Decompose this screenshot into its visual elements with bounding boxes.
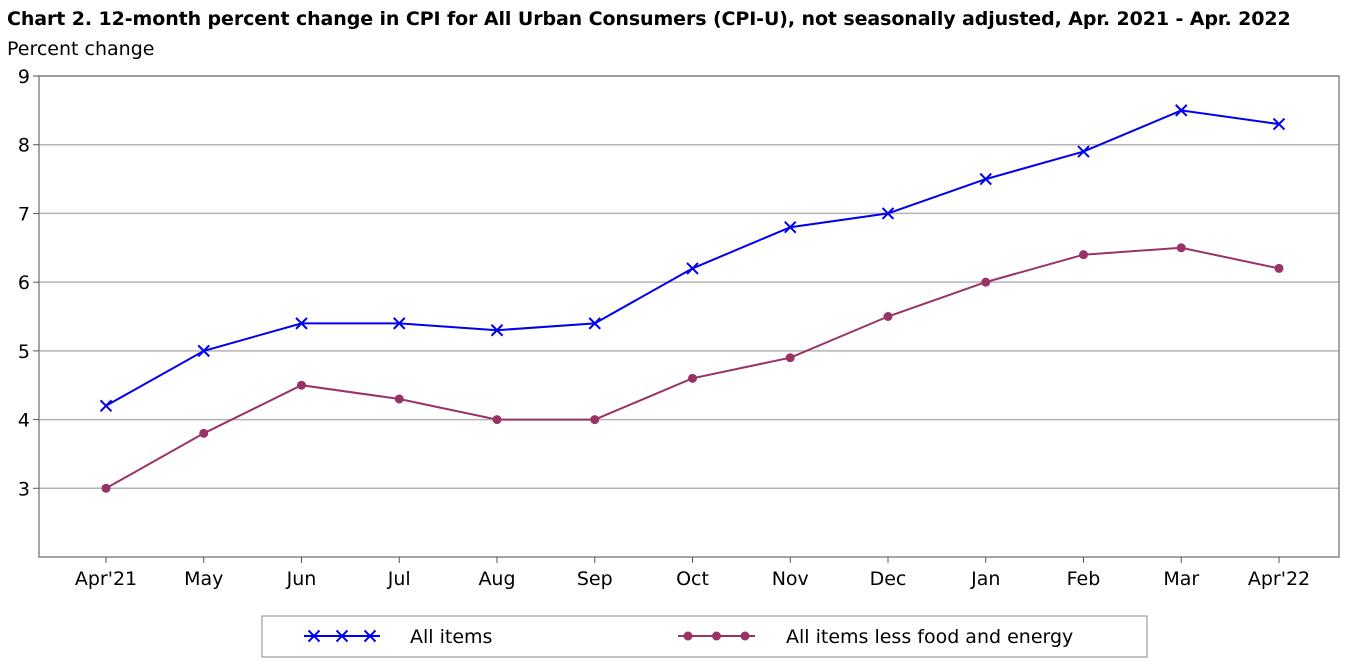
x-tick-label: Jul <box>387 568 411 590</box>
data-point <box>1077 145 1090 158</box>
legend-label: All items <box>410 626 492 648</box>
plot-area-border <box>38 75 1340 558</box>
data-point <box>688 373 697 383</box>
data-point <box>297 380 306 390</box>
x-tick-label: Nov <box>772 568 809 590</box>
data-point <box>197 344 210 358</box>
x-tick-label: Feb <box>1067 568 1101 590</box>
x-tick-label: Dec <box>870 568 907 590</box>
data-point <box>785 353 795 363</box>
legend-item-1: All items <box>304 626 492 648</box>
legend-marker <box>363 629 377 643</box>
data-point <box>981 277 991 287</box>
x-tick-label: Mar <box>1163 568 1199 590</box>
data-point <box>1274 263 1284 273</box>
data-point <box>979 172 992 186</box>
series-1 <box>99 104 1286 413</box>
data-point <box>394 394 404 404</box>
legend-marker <box>683 631 693 641</box>
series-line <box>105 109 1280 407</box>
legend-marker <box>335 629 349 643</box>
legend-marker <box>307 629 321 643</box>
x-axis-ticks: Apr'21 May Jun Jul Aug Sep Oct Nov Dec Jan Feb Mar A… <box>75 557 1310 590</box>
data-point <box>1272 117 1286 131</box>
data-point <box>881 207 895 220</box>
x-tick-label: Oct <box>676 568 709 590</box>
data-point <box>590 415 600 425</box>
y-tick-label: 4 <box>18 410 30 432</box>
x-tick-label: Jan <box>970 568 1000 590</box>
y-tick-label: 5 <box>18 341 30 363</box>
x-tick-label: Apr'22 <box>1248 568 1310 590</box>
y-axis-label: Percent change <box>7 38 155 60</box>
x-tick-label: May <box>184 568 223 590</box>
y-tick-label: 6 <box>18 272 30 294</box>
data-point <box>393 317 406 330</box>
data-point <box>1079 250 1088 260</box>
series-layer <box>99 104 1286 493</box>
legend: All items All items less food and energy <box>261 615 1148 658</box>
data-point <box>1176 243 1186 253</box>
y-tick-label: 8 <box>18 135 30 157</box>
y-tick-label: 3 <box>18 478 30 500</box>
data-point <box>883 312 893 321</box>
legend-label: All items less food and energy <box>786 626 1073 648</box>
y-axis-ticks: 3 4 5 6 7 8 9 <box>18 66 39 500</box>
legend-marker <box>712 631 721 641</box>
data-point <box>686 262 699 275</box>
x-tick-label: Sep <box>577 568 613 590</box>
gridlines <box>39 75 1339 490</box>
y-tick-label: 9 <box>18 66 30 88</box>
data-point <box>490 324 504 337</box>
data-point <box>199 428 209 438</box>
series-2 <box>101 243 1284 493</box>
legend-item-2: All items less food and energy <box>678 626 1073 648</box>
chart-title: Chart 2. 12-month percent change in CPI … <box>7 8 1291 30</box>
data-point <box>588 317 601 330</box>
data-point <box>295 317 308 330</box>
x-tick-label: Aug <box>478 568 515 590</box>
y-tick-label: 7 <box>18 203 30 225</box>
data-point <box>99 399 113 413</box>
data-point <box>101 483 111 493</box>
data-point <box>1175 104 1188 117</box>
data-point <box>784 220 797 234</box>
series-line <box>105 246 1280 490</box>
data-point <box>492 415 502 425</box>
legend-marker <box>740 631 750 641</box>
x-tick-label: Jun <box>286 568 317 590</box>
x-tick-label: Apr'21 <box>75 568 137 590</box>
